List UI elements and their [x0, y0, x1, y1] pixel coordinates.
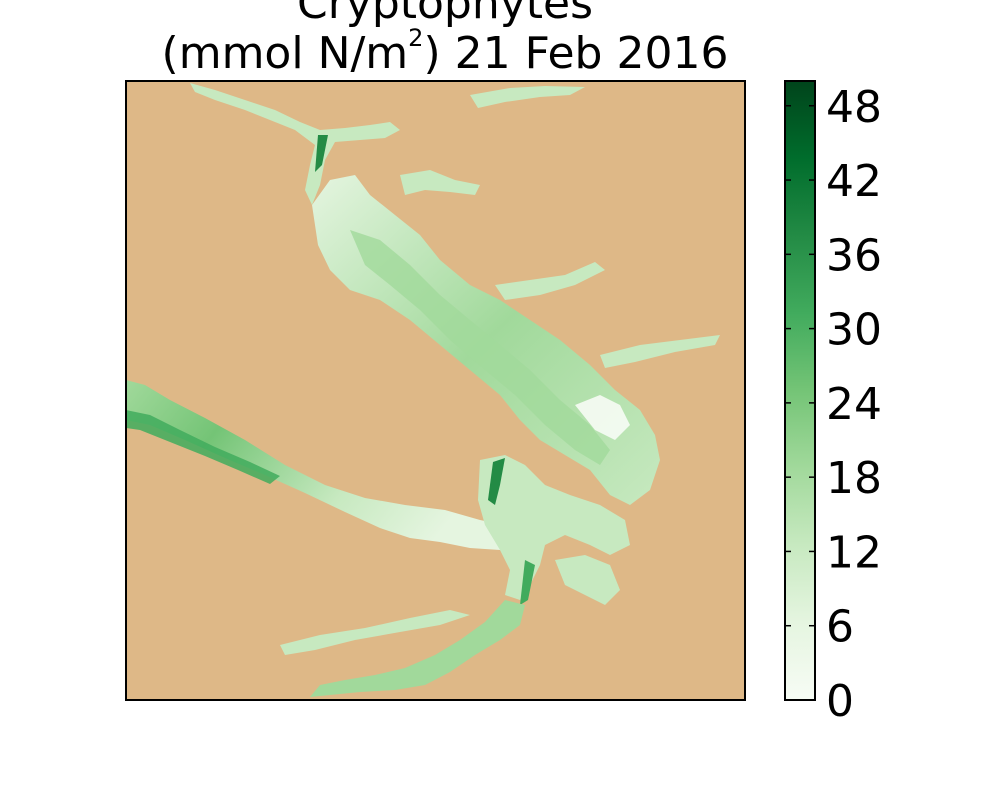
jervis-inlet [495, 262, 605, 300]
map-frame [125, 80, 746, 701]
juan-de-fuca-strait-water [126, 380, 515, 550]
strait-east-pale-patch [575, 395, 630, 440]
puget-sound-water [310, 600, 525, 697]
map-title-line-1: Cryptophytes [0, 0, 890, 29]
east-inlet [600, 335, 720, 368]
colorbar-tick-label: 6 [826, 602, 854, 653]
map-panel [126, 81, 745, 700]
map-title-variable: Cryptophytes [296, 0, 594, 29]
colorbar-ticks: 0 6 12 18 24 30 36 42 48 [785, 82, 882, 727]
rosario-channel-dark [520, 560, 535, 605]
colorbar-tick-label: 42 [826, 156, 882, 207]
northeast-inlet [470, 86, 585, 108]
hood-canal-water [280, 610, 470, 655]
map-title-date: ) 21 Feb 2016 [423, 28, 729, 79]
colorbar-tick-label: 36 [826, 230, 882, 281]
colorbar-gradient [785, 81, 815, 700]
colorbar-tick-label: 12 [826, 527, 882, 578]
colorbar-tick-label: 48 [826, 82, 882, 133]
colorbar-tick-label: 18 [826, 453, 882, 504]
map-title-units-prefix: (mmol N/m [161, 28, 409, 79]
admiralty-inlet-water [555, 555, 620, 605]
haro-strait-water [478, 455, 630, 600]
strait-of-georgia-darker-band [350, 230, 610, 465]
haro-channel-dark [488, 458, 505, 505]
map-title-units-exponent: 2 [408, 24, 424, 52]
colorbar-frame [784, 80, 816, 701]
juan-de-fuca-dark-band [126, 410, 280, 484]
colorbar: 0 6 12 18 24 30 36 42 48 [784, 80, 882, 727]
colorbar-tick-label: 0 [826, 676, 854, 727]
colorbar-tick-label: 30 [826, 305, 882, 356]
colorbar-tick-label: 24 [826, 379, 882, 430]
inlet-channel-dark [315, 135, 328, 172]
map-title-line-2: (mmol N/m2) 21 Feb 2016 [0, 26, 890, 79]
north-branch-inlet [400, 170, 480, 195]
northern-inlet-water [190, 83, 400, 205]
